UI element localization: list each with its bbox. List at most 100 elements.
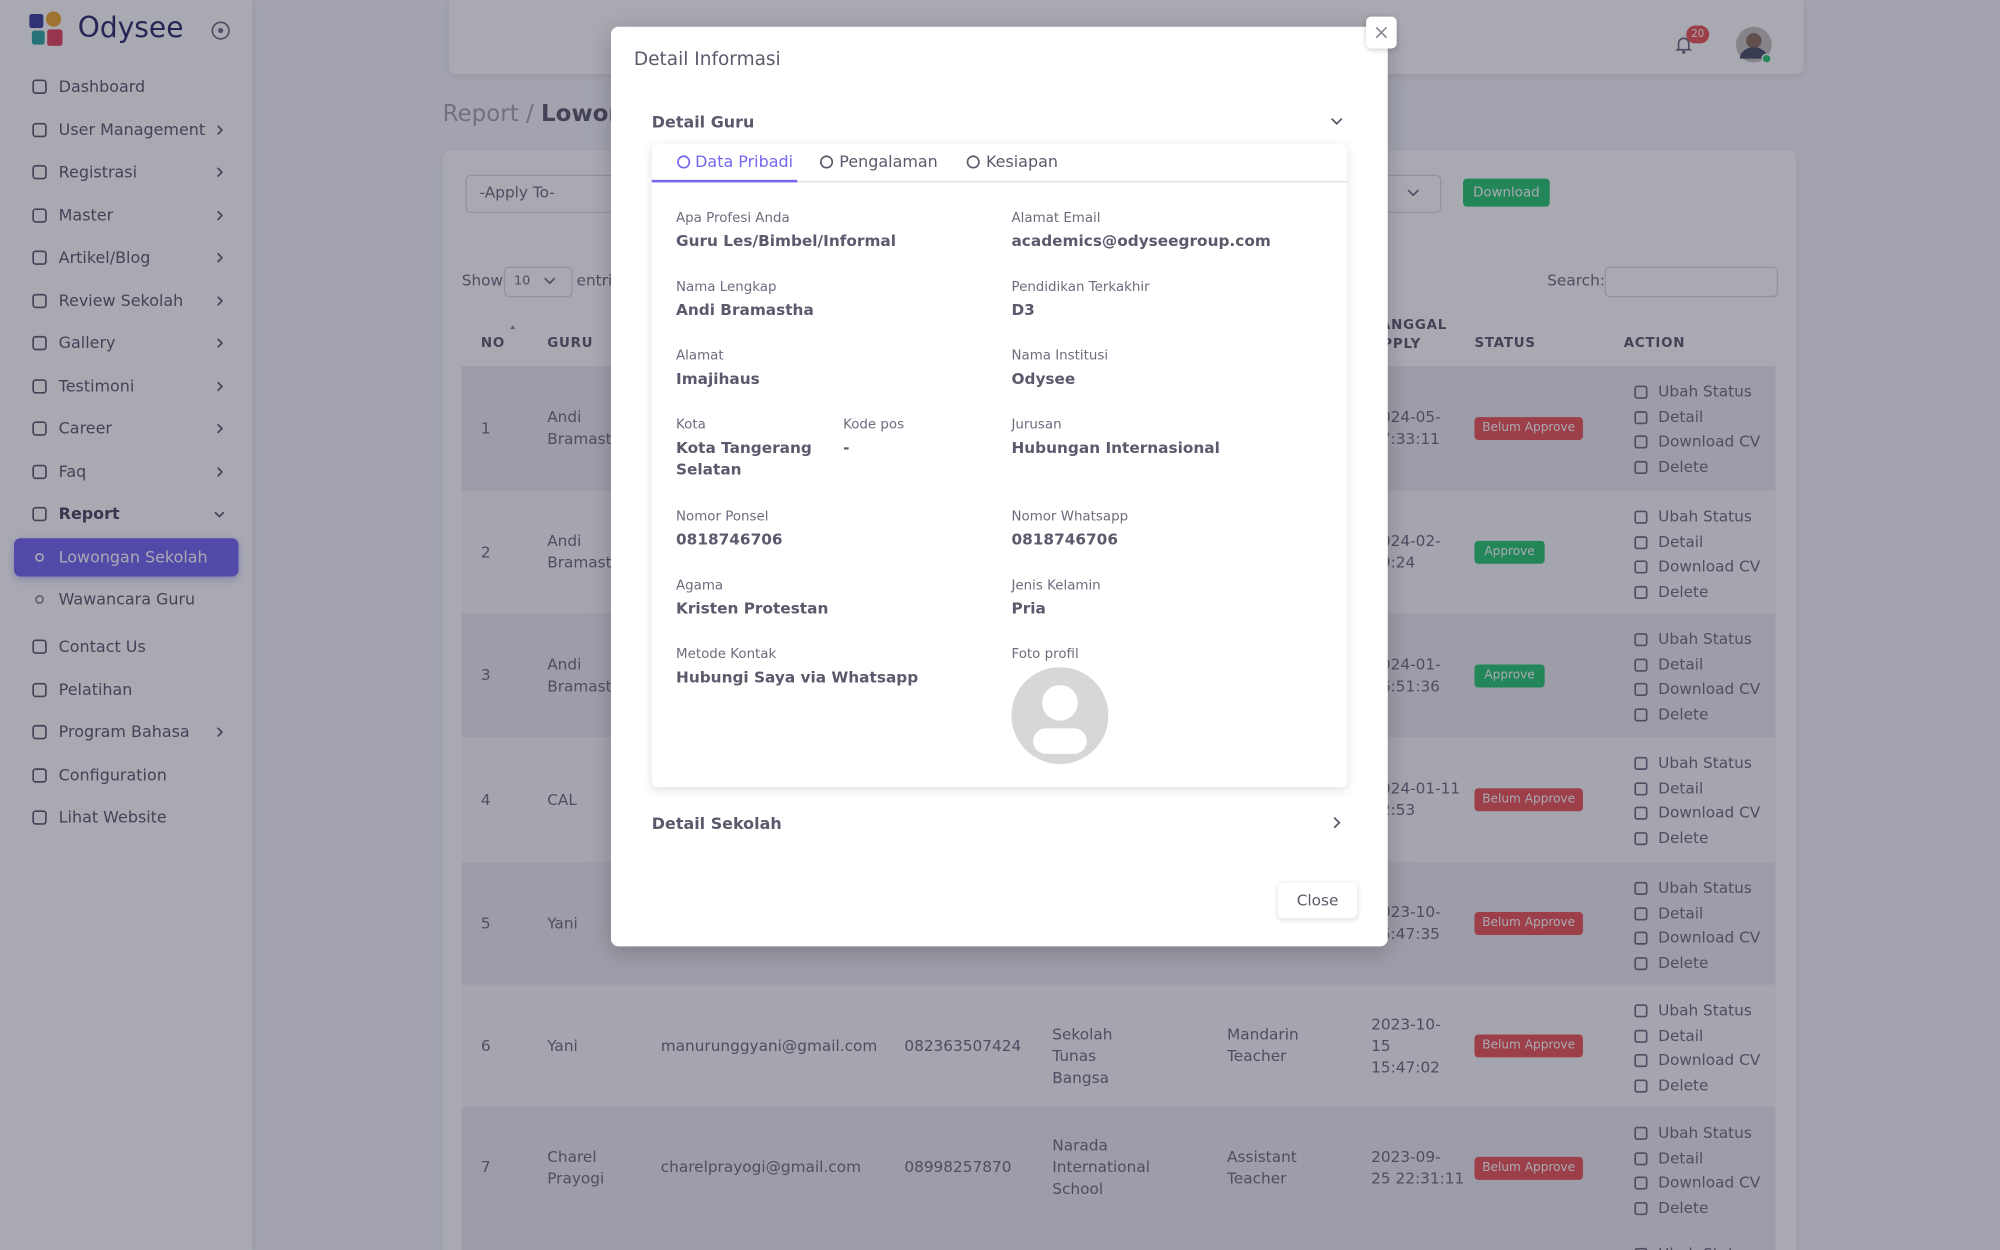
menu-icon [32, 79, 47, 94]
action-link[interactable]: Ubah Status [1658, 630, 1752, 648]
menu-item[interactable]: Dashboard [58, 76, 146, 96]
accordion-sekolah-title[interactable]: Detail Sekolah [651, 813, 782, 833]
collapse-toggle[interactable] [210, 20, 230, 40]
menu-item[interactable]: Faq [58, 461, 87, 481]
tab[interactable]: Pengalaman [839, 151, 938, 171]
action-link[interactable]: Delete [1658, 457, 1709, 476]
menu-item[interactable]: Report [58, 503, 120, 523]
row-number: 2 [480, 542, 491, 561]
menu-icon [32, 506, 47, 522]
breadcrumb-parent[interactable]: Report [442, 100, 519, 128]
column-header: GURU [547, 335, 594, 351]
action-link[interactable]: Download CV [1658, 803, 1761, 822]
field-label: Nomor Ponsel [676, 508, 769, 525]
date-line: 15:47:02 [1371, 1058, 1440, 1076]
tab-icon [677, 155, 691, 169]
action-link[interactable]: Ubah Status [1658, 1123, 1752, 1142]
action-link[interactable]: Detail [1658, 655, 1704, 673]
action-icon [1634, 806, 1648, 820]
accordion-guru-title[interactable]: Detail Guru [651, 112, 755, 132]
action-icon [1634, 1126, 1648, 1140]
active-menu-bg [14, 537, 239, 576]
action-link[interactable]: Ubah Status [1658, 1001, 1752, 1020]
action-link[interactable]: Download CV [1658, 557, 1761, 576]
action-icon [1634, 658, 1648, 672]
action-link[interactable]: Detail [1658, 407, 1704, 426]
action-link[interactable]: Download CV [1658, 680, 1761, 698]
accordion-chevron-right[interactable] [1329, 815, 1344, 830]
close-button[interactable]: Close [1278, 882, 1358, 919]
tab[interactable]: Data Pribadi [695, 151, 794, 171]
action-link[interactable]: Delete [1658, 705, 1709, 723]
action-link[interactable]: Ubah Status [1658, 1244, 1752, 1250]
action-link[interactable]: Ubah Status [1658, 382, 1752, 401]
menu-icon [32, 724, 47, 740]
action-icon [1634, 931, 1648, 945]
chevron-right [217, 252, 223, 263]
tab[interactable]: Kesiapan [985, 151, 1058, 171]
column-header: NO [480, 335, 506, 351]
field-label: Nama Lengkap [676, 279, 777, 295]
action-link[interactable]: Detail [1658, 778, 1704, 797]
download-button[interactable]: Download [1463, 178, 1550, 207]
menu-item[interactable]: Pelatihan [58, 679, 133, 699]
date-line: 25 22:31:11 [1371, 1169, 1465, 1187]
action-icon [1634, 1004, 1648, 1018]
menu-item[interactable]: Configuration [58, 764, 167, 784]
action-link[interactable]: Delete [1658, 1198, 1709, 1217]
action-link[interactable]: Delete [1658, 828, 1709, 847]
action-icon [1634, 385, 1648, 399]
modal-title: Detail Informasi [633, 49, 781, 71]
status-badge: Belum Approve [1474, 1034, 1583, 1058]
action-link[interactable]: Ubah Status [1658, 878, 1752, 897]
menu-item[interactable]: Gallery [58, 332, 116, 353]
menu-item[interactable]: Master [58, 204, 114, 224]
submenu-item[interactable]: Lowongan Sekolah [58, 546, 208, 566]
action-link[interactable]: Detail [1658, 1026, 1704, 1045]
modal-close-x[interactable] [1366, 16, 1397, 49]
menu-icon [32, 164, 47, 180]
action-link[interactable]: Detail [1658, 532, 1704, 551]
action-link[interactable]: Ubah Status [1658, 507, 1752, 526]
menu-item[interactable]: Artikel/Blog [58, 247, 151, 267]
user-avatar[interactable] [1735, 26, 1776, 67]
entries-select[interactable] [503, 266, 573, 298]
action-link[interactable]: Delete [1658, 953, 1709, 972]
action-link[interactable]: Delete [1658, 582, 1709, 601]
action-link[interactable]: Download CV [1658, 432, 1761, 451]
menu-icon [32, 810, 47, 825]
menu-icon [32, 378, 47, 394]
menu-item[interactable]: Review Sekolah [58, 290, 184, 310]
menu-item[interactable]: Testimoni [58, 375, 135, 395]
field-label: Pendidikan Terkakhir [1011, 279, 1150, 295]
bell-icon[interactable] [1673, 34, 1693, 54]
action-link[interactable]: Download CV [1658, 928, 1761, 947]
menu-item[interactable]: Contact Us [58, 636, 146, 656]
accordion-chevron-down[interactable] [1329, 114, 1344, 129]
chevron-right [217, 381, 223, 391]
menu-item[interactable]: Lihat Website [58, 807, 167, 827]
action-link[interactable]: Detail [1658, 1148, 1704, 1167]
action-link[interactable]: Detail [1658, 903, 1704, 922]
phone-cell: 082363507424 [904, 1036, 1022, 1055]
profile-photo [1011, 667, 1109, 765]
menu-item[interactable]: User Management [58, 119, 206, 139]
action-icon [1634, 831, 1648, 845]
menu-item[interactable]: Program Bahasa [58, 721, 190, 742]
submenu-item[interactable]: Wawancara Guru [58, 589, 196, 609]
action-icon [1634, 708, 1648, 722]
menu-icon [32, 122, 47, 137]
action-link[interactable]: Delete [1658, 1076, 1709, 1095]
status-badge: Approve [1474, 540, 1545, 564]
menu-icon [32, 207, 47, 223]
action-link[interactable]: Download CV [1658, 1173, 1761, 1192]
menu-icon [32, 250, 47, 265]
action-link[interactable]: Download CV [1658, 1051, 1761, 1070]
action-link[interactable]: Ubah Status [1658, 753, 1752, 772]
menu-item[interactable]: Registrasi [58, 161, 138, 182]
menu-item[interactable]: Career [58, 418, 112, 438]
sidebar: Odysee Dashboard User Management Registras… [0, 0, 253, 1250]
search-input[interactable] [1604, 266, 1779, 298]
field-value: Andi Bramastha [676, 301, 814, 319]
action-icon [1634, 560, 1648, 574]
